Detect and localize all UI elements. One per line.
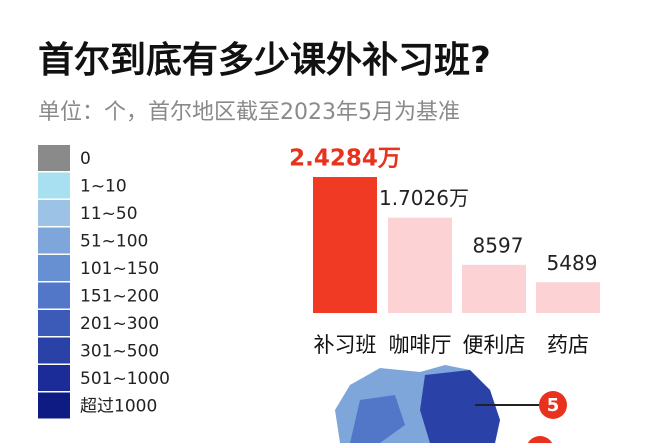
title: 首尔到底有多少课外补习班? [38,40,491,81]
marker [527,436,553,443]
legend-swatch [38,337,70,364]
category-label: 咖啡厅 [389,333,452,357]
legend-label: 101~150 [80,259,159,279]
value-label: 8597 [473,233,524,257]
category-label: 补习班 [314,333,377,357]
legend-label: 11~50 [80,204,138,224]
legend-label: 301~500 [80,342,159,362]
bar [313,177,377,313]
legend-swatch [38,200,70,226]
bar [462,264,526,313]
legend-label: 51~100 [80,232,148,252]
map-region [350,395,405,443]
legend-swatch [38,255,70,281]
legend-label: 151~200 [80,287,159,307]
bar [536,282,600,313]
legend-label: 1~10 [80,177,127,197]
marker-label: 5 [547,395,560,416]
legend-label: 超过1000 [80,397,157,417]
category-label: 便利店 [463,333,526,357]
map-region [420,370,500,443]
legend-swatch [38,145,70,171]
legend-label: 0 [80,149,91,169]
value-label: 1.7026万 [379,186,469,210]
value-label: 2.4284万 [289,146,401,172]
legend-swatch [38,227,70,254]
bar [388,217,452,313]
legend-swatch [38,365,70,391]
value-label: 5489 [547,251,598,275]
legend-swatch [38,282,70,309]
marker [539,391,567,419]
subtitle: 单位：个，首尔地区截至2023年5月为基准 [38,100,460,125]
legend-swatch [38,310,70,336]
category-label: 药店 [547,333,589,357]
legend-swatch [38,392,70,419]
map: 5 [335,365,567,443]
legend-label: 201~300 [80,314,159,334]
legend-label: 501~1000 [80,369,170,389]
legend-swatch [38,172,70,199]
